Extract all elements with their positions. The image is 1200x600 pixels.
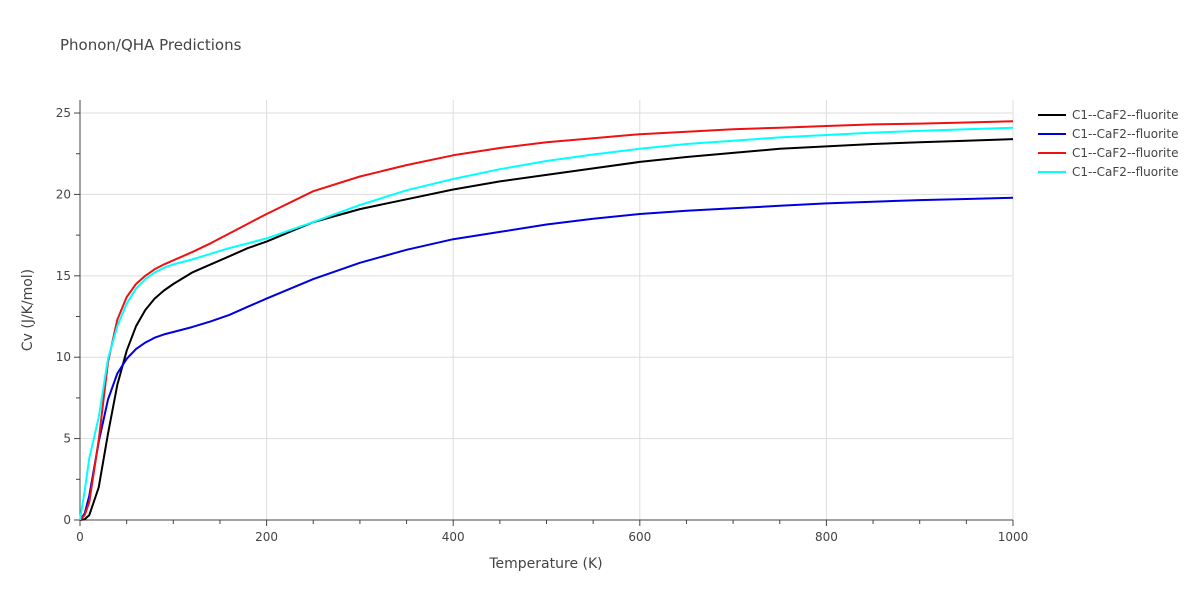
y-tick-label: 20 bbox=[56, 187, 71, 201]
x-tick-label: 400 bbox=[442, 530, 465, 544]
x-axis-label: Temperature (K) bbox=[488, 556, 602, 572]
chart-title: Phonon/QHA Predictions bbox=[60, 36, 242, 54]
y-tick-label: 10 bbox=[56, 350, 71, 364]
x-tick-label: 800 bbox=[815, 530, 838, 544]
y-tick-label: 0 bbox=[63, 513, 71, 527]
legend-item-1[interactable]: C1--CaF2--fluorite bbox=[1038, 108, 1178, 122]
series-line-4 bbox=[79, 126, 1014, 521]
series-lines bbox=[79, 120, 1014, 521]
axes: 0 200 400 600 800 1000 0 5 10 15 20 25 bbox=[56, 100, 1029, 544]
legend-item-3[interactable]: C1--CaF2--fluorite bbox=[1038, 146, 1178, 160]
y-tick-label: 15 bbox=[56, 269, 71, 283]
grid bbox=[80, 100, 1014, 520]
x-tick-label: 1000 bbox=[998, 530, 1029, 544]
series-line-2 bbox=[79, 196, 1014, 521]
legend: C1--CaF2--fluorite C1--CaF2--fluorite C1--… bbox=[1038, 108, 1178, 179]
legend-item-4[interactable]: C1--CaF2--fluorite bbox=[1038, 165, 1178, 179]
y-tick-label: 5 bbox=[63, 432, 71, 446]
y-tick-label: 25 bbox=[56, 106, 71, 120]
legend-item-2[interactable]: C1--CaF2--fluorite bbox=[1038, 127, 1178, 141]
x-tick-label: 0 bbox=[76, 530, 84, 544]
x-tick-label: 600 bbox=[628, 530, 651, 544]
legend-label: C1--CaF2--fluorite bbox=[1072, 165, 1178, 179]
legend-label: C1--CaF2--fluorite bbox=[1072, 146, 1178, 160]
x-tick-label: 200 bbox=[255, 530, 278, 544]
legend-label: C1--CaF2--fluorite bbox=[1072, 108, 1178, 122]
series-line-1 bbox=[79, 138, 1014, 521]
legend-label: C1--CaF2--fluorite bbox=[1072, 127, 1178, 141]
series-line-3 bbox=[79, 120, 1014, 521]
y-axis-label: Cv (J/K/mol) bbox=[20, 269, 36, 351]
